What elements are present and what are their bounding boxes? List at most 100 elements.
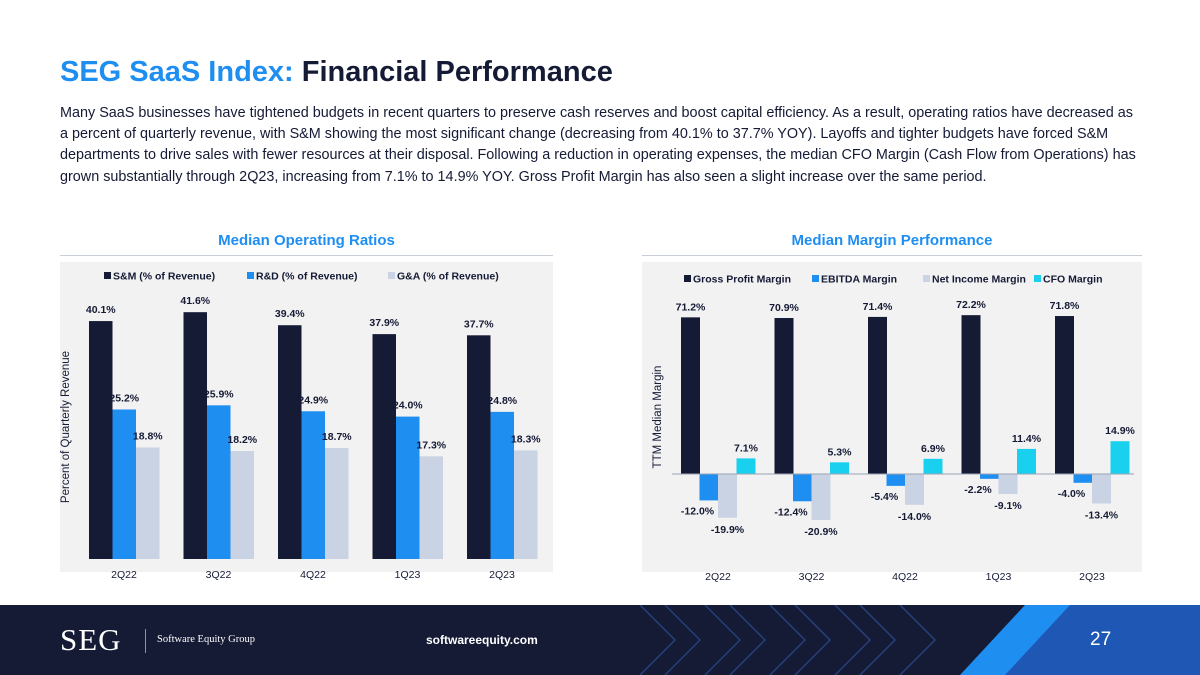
- bar: [301, 411, 325, 559]
- data-label: -12.0%: [681, 505, 715, 517]
- x-tick-label: 4Q22: [300, 569, 326, 581]
- legend-label: EBITDA Margin: [821, 274, 897, 286]
- data-label: -9.1%: [994, 500, 1022, 512]
- chart-title-operating-ratios: Median Operating Ratios: [218, 232, 395, 249]
- x-tick-label: 1Q23: [395, 569, 421, 581]
- legend-swatch: [923, 275, 930, 282]
- legend-label: G&A (% of Revenue): [397, 271, 499, 283]
- data-label: 25.2%: [109, 392, 139, 404]
- chart-title-divider: [642, 255, 1142, 256]
- bar: [980, 474, 999, 479]
- bar: [514, 450, 538, 559]
- data-label: -4.0%: [1058, 488, 1086, 500]
- legend-label: S&M (% of Revenue): [113, 271, 215, 283]
- data-label: 37.9%: [369, 317, 399, 329]
- data-label: -2.2%: [964, 484, 992, 496]
- data-label: 14.9%: [1105, 425, 1135, 437]
- bar: [89, 321, 113, 559]
- data-label: 40.1%: [86, 304, 116, 316]
- bar: [868, 316, 887, 474]
- data-label: 70.9%: [769, 302, 799, 314]
- bar: [923, 458, 943, 474]
- data-label: 37.7%: [464, 318, 494, 330]
- bar: [905, 474, 924, 505]
- x-tick-label: 2Q23: [1079, 571, 1105, 583]
- data-label: 41.6%: [180, 295, 210, 307]
- bar: [1110, 441, 1130, 474]
- legend-swatch: [247, 272, 254, 279]
- chart-title-divider: [60, 255, 553, 256]
- data-label: 72.2%: [956, 299, 986, 311]
- bar: [830, 462, 849, 474]
- chevron-pattern: [639, 605, 1200, 675]
- data-label: 18.8%: [133, 430, 163, 442]
- bar: [1073, 474, 1093, 483]
- data-label: 11.4%: [1012, 433, 1042, 445]
- seg-logo: SEG: [60, 622, 122, 657]
- bar: [490, 411, 514, 559]
- data-label: 6.9%: [921, 443, 946, 455]
- bar: [207, 405, 231, 559]
- website-link[interactable]: softwareequity.com: [426, 633, 538, 647]
- bar: [793, 474, 812, 502]
- data-label: 24.0%: [393, 400, 423, 412]
- title-accent: SEG SaaS Index:: [60, 56, 294, 88]
- data-label: 5.3%: [828, 446, 853, 458]
- legend-swatch: [812, 275, 819, 282]
- bar: [467, 335, 491, 559]
- data-label: -12.4%: [774, 506, 808, 518]
- data-label: 18.7%: [322, 431, 352, 443]
- bar: [998, 474, 1018, 495]
- y-axis-label: TTM Median Margin: [652, 366, 664, 469]
- legend-swatch: [388, 272, 395, 279]
- data-label: 71.8%: [1050, 300, 1080, 312]
- x-tick-label: 3Q22: [206, 569, 232, 581]
- operating-ratios-chart: S&M (% of Revenue) R&D (% of Revenue) G&A …: [60, 262, 553, 581]
- data-label: 18.3%: [511, 433, 541, 445]
- bar: [372, 334, 396, 559]
- legend-label: Gross Profit Margin: [693, 274, 791, 286]
- legend-swatch: [104, 272, 111, 279]
- bar: [278, 325, 302, 559]
- data-label: 25.9%: [204, 388, 234, 400]
- data-label: 71.4%: [863, 301, 893, 313]
- bar: [419, 456, 443, 559]
- bar: [1055, 316, 1074, 474]
- data-label: -13.4%: [1085, 509, 1119, 521]
- bar: [136, 447, 160, 559]
- bar: [681, 317, 700, 474]
- x-tick-label: 1Q23: [986, 571, 1012, 583]
- x-tick-label: 2Q22: [111, 569, 137, 581]
- bar: [1017, 448, 1036, 474]
- margin-performance-chart: Gross Profit Margin EBITDA Margin Net Inco…: [642, 262, 1142, 583]
- data-label: 17.3%: [416, 439, 446, 451]
- bar: [230, 451, 254, 559]
- legend-label: Net Income Margin: [932, 274, 1026, 286]
- legend-label: R&D (% of Revenue): [256, 271, 358, 283]
- data-label: -14.0%: [898, 511, 932, 523]
- company-name: Software Equity Group: [157, 634, 255, 645]
- legend-swatch: [684, 275, 691, 282]
- data-label: 39.4%: [275, 308, 305, 320]
- data-label: -20.9%: [804, 526, 838, 538]
- data-label: -19.9%: [711, 524, 745, 536]
- chart-title-margin-performance: Median Margin Performance: [791, 232, 993, 249]
- bar: [886, 474, 906, 486]
- title-main: Financial Performance: [301, 56, 613, 88]
- bar: [811, 474, 831, 520]
- bar: [774, 318, 794, 474]
- x-tick-label: 2Q22: [705, 571, 731, 583]
- page-title: SEG SaaS Index: Financial Performance: [60, 56, 613, 89]
- data-label: 18.2%: [227, 434, 257, 446]
- footer-bar: SEG Software Equity Group softwareequity…: [0, 605, 1200, 675]
- x-tick-label: 2Q23: [489, 569, 515, 581]
- logo-divider: [145, 629, 146, 653]
- data-label: 24.9%: [298, 394, 328, 406]
- bar: [736, 458, 756, 474]
- bar: [396, 416, 420, 559]
- bar: [699, 474, 719, 501]
- bar: [183, 312, 207, 559]
- data-label: 71.2%: [676, 301, 706, 313]
- bar: [112, 409, 136, 559]
- x-tick-label: 4Q22: [892, 571, 918, 583]
